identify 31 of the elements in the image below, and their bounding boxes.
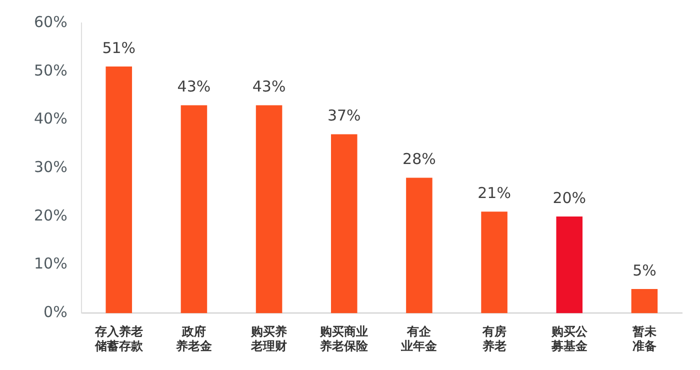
x-tick-label: 政府养老金 xyxy=(174,324,213,353)
y-tick-label: 20% xyxy=(34,206,68,224)
x-tick-label: 有企业年金 xyxy=(400,324,438,353)
data-label: 20% xyxy=(552,188,586,207)
y-tick-label: 10% xyxy=(34,254,68,273)
y-tick-label: 30% xyxy=(34,158,68,176)
x-tick-label: 购买公募基金 xyxy=(550,324,588,353)
y-tick-label: 0% xyxy=(44,303,68,322)
x-tick-label: 存入养老储蓄存款 xyxy=(94,324,144,353)
bar xyxy=(481,212,508,314)
bar xyxy=(180,105,208,314)
x-tick-label: 暂未准备 xyxy=(631,324,658,353)
bar xyxy=(330,134,358,314)
bar xyxy=(406,178,432,314)
bar xyxy=(556,216,583,314)
y-tick-label: 40% xyxy=(34,110,68,128)
x-tick-label: 购买养老理财 xyxy=(250,324,288,353)
data-label: 5% xyxy=(632,261,656,280)
y-tick-label: 50% xyxy=(34,61,68,80)
data-label: 28% xyxy=(402,150,436,168)
bar xyxy=(106,66,132,314)
y-tick-label: 60% xyxy=(34,12,68,31)
data-label: 21% xyxy=(478,184,511,202)
data-label: 37% xyxy=(327,106,361,125)
data-label: 51% xyxy=(102,38,136,57)
data-label: 43% xyxy=(177,78,211,96)
x-tick-label: 有房养老 xyxy=(481,324,506,353)
data-label: 43% xyxy=(252,78,286,96)
bar xyxy=(631,289,658,314)
bar xyxy=(256,105,282,314)
x-tick-label: 购买商业养老保险 xyxy=(319,324,370,353)
